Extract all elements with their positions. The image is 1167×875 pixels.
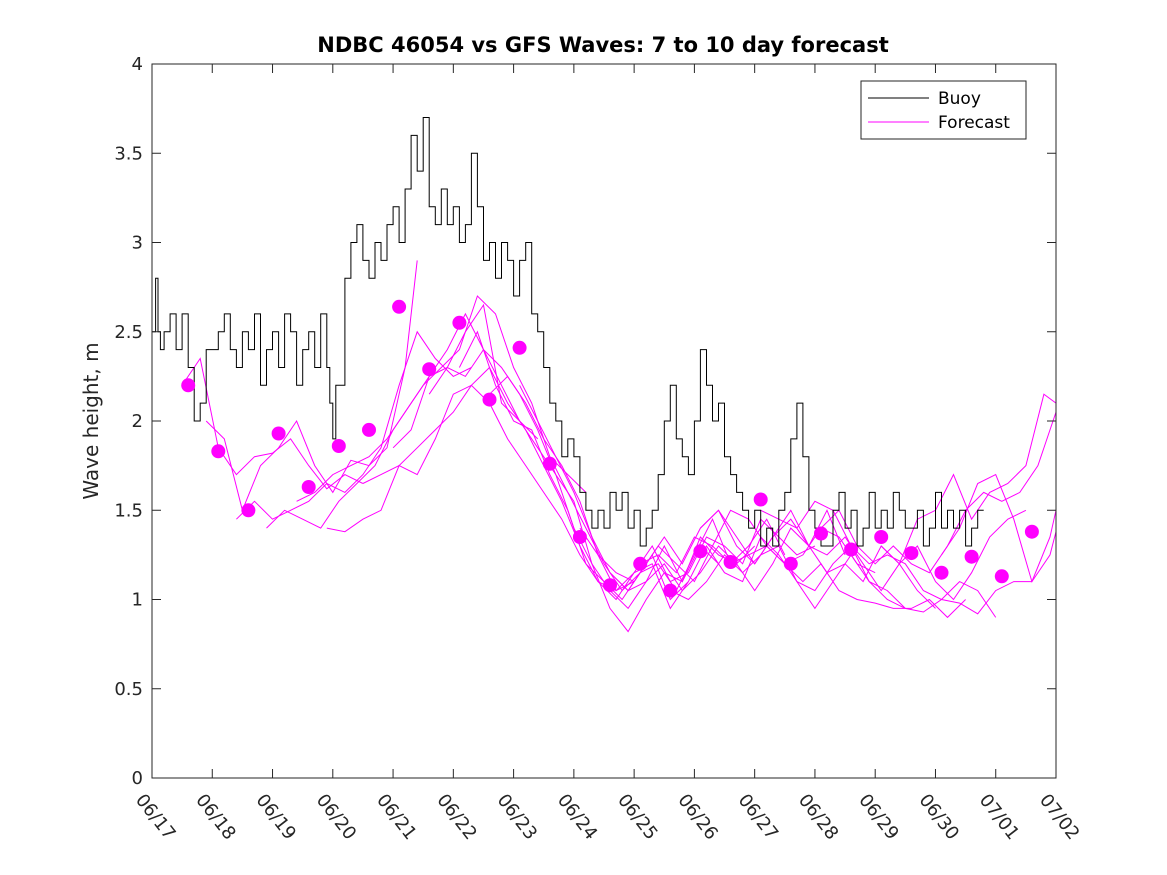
forecast-line-21 bbox=[941, 473, 1057, 583]
forecast-point-8 bbox=[422, 362, 437, 377]
forecast-point-28 bbox=[1024, 524, 1039, 539]
forecast-line-4 bbox=[296, 295, 587, 502]
legend-buoy-label: Buoy bbox=[938, 89, 981, 109]
forecast-point-1 bbox=[211, 444, 226, 459]
x-tick-label-5: 06/22 bbox=[432, 790, 480, 844]
y-tick-label-6: 3 bbox=[132, 233, 143, 254]
x-tick-label-10: 06/27 bbox=[734, 790, 782, 844]
chart-title: NDBC 46054 vs GFS Waves: 7 to 10 day for… bbox=[317, 33, 888, 57]
y-tick-label-4: 2 bbox=[132, 411, 143, 432]
forecast-line-18 bbox=[760, 500, 1057, 615]
x-tick-label-9: 06/26 bbox=[673, 790, 721, 844]
forecast-point-4 bbox=[301, 480, 316, 494]
forecast-point-25 bbox=[934, 565, 949, 580]
forecast-point-7 bbox=[392, 299, 407, 314]
forecast-line-5 bbox=[326, 384, 635, 592]
forecast-line-16 bbox=[670, 545, 997, 618]
y-tick-label-2: 1 bbox=[132, 590, 143, 611]
x-tick-label-0: 06/17 bbox=[131, 790, 179, 844]
x-tick-label-1: 06/18 bbox=[191, 790, 239, 844]
x-tick-label-8: 06/25 bbox=[613, 790, 661, 844]
y-tick-label-8: 4 bbox=[132, 54, 143, 75]
forecast-line-2 bbox=[236, 330, 472, 520]
x-tick-label-15: 07/02 bbox=[1035, 790, 1083, 844]
forecast-point-21 bbox=[814, 526, 828, 541]
forecast-line-17 bbox=[700, 509, 1027, 601]
forecast-point-3 bbox=[271, 426, 286, 441]
forecast-point-10 bbox=[482, 392, 497, 407]
forecast-point-13 bbox=[572, 530, 587, 544]
forecast-point-20 bbox=[783, 556, 798, 571]
forecast-point-6 bbox=[362, 422, 376, 437]
legend-forecast-label: Forecast bbox=[938, 113, 1010, 133]
forecast-point-14 bbox=[603, 578, 617, 593]
forecast-line-15 bbox=[639, 536, 966, 619]
buoy-line bbox=[152, 117, 984, 547]
forecast-point-17 bbox=[693, 544, 708, 559]
x-tick-label-3: 06/20 bbox=[312, 790, 360, 844]
forecast-point-26 bbox=[964, 549, 979, 564]
x-tick-label-2: 06/19 bbox=[252, 790, 300, 844]
x-tick-label-14: 07/01 bbox=[975, 790, 1023, 844]
x-tick-label-4: 06/21 bbox=[372, 790, 420, 844]
forecast-line-12 bbox=[549, 456, 876, 592]
x-tick-label-13: 06/30 bbox=[915, 790, 963, 844]
x-tick-label-7: 06/24 bbox=[553, 790, 601, 844]
y-tick-label-1: 0.5 bbox=[114, 679, 143, 700]
forecast-point-22 bbox=[844, 542, 859, 557]
forecast-point-15 bbox=[633, 556, 648, 571]
legend-box bbox=[860, 80, 1027, 140]
forecast-point-2 bbox=[241, 503, 256, 518]
forecast-point-19 bbox=[753, 492, 768, 507]
y-tick-label-3: 1.5 bbox=[114, 500, 143, 521]
forecast-point-9 bbox=[452, 315, 467, 330]
forecast-line-19 bbox=[820, 411, 1057, 574]
forecast-point-12 bbox=[542, 456, 557, 471]
forecast-line-20 bbox=[880, 393, 1057, 565]
forecast-point-16 bbox=[663, 583, 678, 598]
forecast-point-11 bbox=[512, 340, 527, 355]
plot-area bbox=[152, 117, 1057, 633]
forecast-point-5 bbox=[331, 439, 346, 453]
forecast-point-27 bbox=[994, 569, 1009, 584]
forecast-line-13 bbox=[579, 527, 906, 609]
forecast-line-11 bbox=[519, 385, 846, 592]
forecast-point-18 bbox=[723, 555, 738, 569]
x-tick-label-11: 06/28 bbox=[794, 790, 842, 844]
x-tick-label-6: 06/23 bbox=[493, 790, 541, 844]
forecast-point-23 bbox=[874, 530, 889, 544]
y-axis-label: Wave height, m bbox=[79, 342, 103, 499]
y-tick-label-7: 3.5 bbox=[114, 143, 143, 164]
legend: Buoy Forecast bbox=[860, 80, 1027, 140]
axes-frame bbox=[151, 63, 1057, 779]
forecast-point-0 bbox=[181, 378, 196, 393]
forecast-point-24 bbox=[904, 546, 919, 561]
y-tick-label-0: 0 bbox=[132, 768, 143, 789]
y-tick-label-5: 2.5 bbox=[114, 322, 143, 343]
x-tick-label-12: 06/29 bbox=[854, 790, 902, 844]
